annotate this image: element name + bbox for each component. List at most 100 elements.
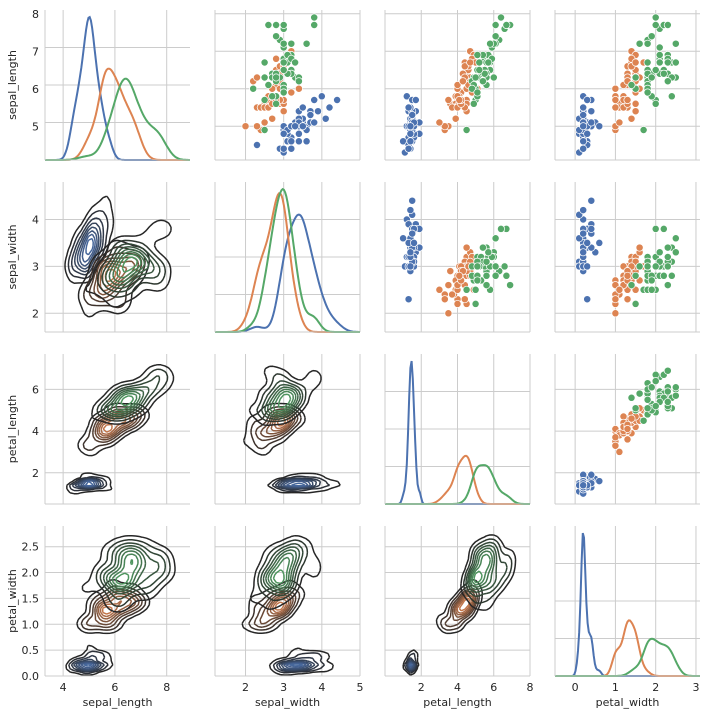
scatter-point [663,77,672,86]
scatter-point [444,96,453,104]
scatter-point [655,51,664,59]
scatter-point [444,281,453,290]
y-axis-label: petal_width [6,569,19,633]
kde-contour-2 [95,539,171,608]
kde-contour-2 [269,556,291,587]
x-tick-label: 1 [612,681,619,694]
scatter-point [579,103,588,112]
scatter-point [264,81,273,89]
scatter-point [583,262,592,271]
scatter-point [595,238,604,247]
scatter-point [249,84,258,93]
scatter-point [272,32,281,41]
scatter-point [253,73,261,82]
scatter-point [486,39,495,48]
panel-petal_length-vs-petal_width [554,354,700,505]
y-tick-label: 3 [32,260,39,273]
x-axis-label: sepal_width [255,696,320,709]
kde-contour-0 [81,233,96,263]
y-axis-label: sepal_width [6,224,19,289]
scatter-point [651,66,660,74]
scatter-point [279,144,288,153]
scatter-point [406,137,415,146]
kde-contour-2 [112,251,146,283]
scatter-point [659,69,668,78]
scatter-point [287,137,296,146]
scatter-point [468,84,476,93]
scatter-point [611,309,620,318]
panel-sepal_width-vs-petal_width [554,182,700,333]
scatter-point [639,416,648,425]
scatter-point [631,99,640,108]
panel-background [45,526,190,676]
kde-contour-0 [70,654,105,673]
scatter-point [500,262,509,271]
scatter-point [587,118,596,127]
kde-contour-0 [67,209,109,280]
scatter-point [444,309,453,318]
scatter-point [631,299,640,308]
scatter-point [651,402,660,411]
scatter-point [671,391,680,400]
scatter-point [482,271,491,280]
scatter-point [310,21,319,29]
scatter-point [663,366,672,375]
scatter-point [435,118,444,127]
scatter-point [611,84,620,93]
scatter-point [268,92,277,101]
y-tick-label: 5 [32,120,39,133]
scatter-point [279,88,288,97]
scatter-point [404,295,413,304]
scatter-point [663,243,672,252]
x-tick-label: 3 [280,681,287,694]
kde-contour-2 [465,541,508,598]
scatter-point [635,262,644,271]
scatter-point [455,96,464,104]
scatter-point [321,114,330,123]
scatter-point [484,58,493,67]
scatter-point [611,96,620,104]
y-tick-label: 4 [32,214,39,227]
kde-contour-2 [260,380,304,420]
scatter-point [279,129,288,138]
scatter-point [446,267,455,276]
scatter-point [631,271,640,280]
kde-contour-1 [455,593,474,616]
scatter-point [440,295,449,304]
scatter-point [435,285,444,294]
scatter-point [260,58,269,67]
scatter-point [298,103,307,112]
y-tick-label: 1.0 [22,618,40,631]
scatter-point [623,96,632,104]
scatter-point [448,290,457,299]
scatter-point [462,243,471,252]
scatter-point [260,126,269,134]
scatter-point [466,58,475,67]
kde-contour-0 [291,482,306,487]
scatter-point [287,144,296,153]
kde-contour-1 [435,578,484,635]
scatter-point [579,122,588,131]
scatter-point [651,13,660,22]
scatter-point [440,122,449,131]
scatter-point [595,122,604,131]
scatter-point [473,51,482,59]
scatter-point [294,137,303,146]
scatter-point [579,481,588,490]
scatter-point [671,58,680,67]
x-tick-label: 5 [357,681,364,694]
scatter-point [647,32,656,41]
scatter-point [406,262,415,271]
x-tick-label: 6 [490,681,497,694]
kde-contour-2 [121,256,138,273]
scatter-point [635,389,644,398]
kde-contour-2 [101,243,161,293]
kde-contour-2 [248,365,322,427]
kde-contour-2 [115,558,134,585]
panel-background [555,182,700,332]
scatter-point [489,73,498,82]
scatter-point [482,281,491,290]
kde-contour-2 [468,547,496,591]
scatter-point [478,243,487,252]
scatter-point [469,99,478,108]
